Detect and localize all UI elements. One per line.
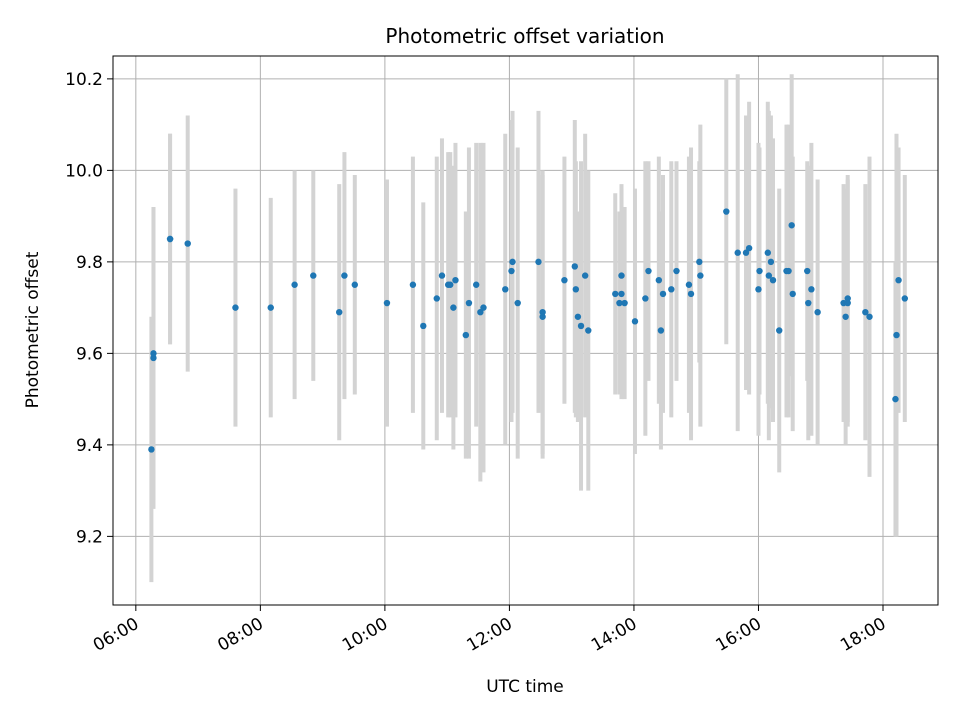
y-tick-label: 10.0: [65, 161, 103, 181]
data-point: [462, 331, 470, 339]
data-point: [502, 286, 509, 293]
data-point: [477, 309, 484, 316]
data-point: [805, 299, 812, 307]
data-point: [745, 244, 753, 252]
data-point: [814, 309, 821, 316]
data-point: [893, 331, 900, 339]
data-point: [901, 295, 908, 302]
data-point: [539, 313, 546, 320]
data-point: [514, 299, 521, 307]
y-tick-label: 10.2: [65, 70, 103, 90]
data-point: [769, 276, 777, 284]
data-point: [581, 272, 589, 279]
data-point: [409, 281, 417, 288]
data-point: [776, 327, 783, 334]
data-point: [539, 309, 546, 316]
data-point: [621, 299, 628, 307]
data-point: [508, 267, 515, 275]
y-axis-label: Photometric offset: [23, 251, 43, 408]
y-tick-label: 9.6: [76, 344, 103, 364]
data-point: [844, 299, 851, 307]
data-point: [310, 272, 317, 279]
data-point: [150, 350, 157, 357]
data-point: [755, 286, 762, 293]
data-point: [450, 304, 457, 311]
data-point: [685, 281, 693, 288]
data-point: [452, 276, 459, 284]
y-axis-ticks: 9.2 9.4 9.6 9.8 10.0 10.2: [65, 70, 113, 547]
data-point: [433, 295, 440, 302]
data-point: [808, 286, 815, 293]
data-point: [184, 240, 191, 247]
plot-frame: [112, 55, 939, 606]
data-point: [148, 446, 155, 453]
data-point: [572, 286, 580, 293]
data-point: [574, 313, 582, 320]
data-point: [645, 267, 652, 275]
data-point: [612, 290, 619, 298]
data-point: [764, 249, 772, 256]
data-point: [767, 258, 775, 266]
data-point: [785, 267, 792, 275]
data-point: [723, 208, 730, 215]
data-point: [659, 290, 667, 298]
data-point: [696, 258, 703, 266]
data-point: [232, 304, 239, 311]
data-point: [789, 290, 796, 298]
data-point: [866, 313, 873, 320]
data-point: [150, 354, 157, 362]
data-point: [616, 299, 623, 307]
data-point: [756, 267, 763, 275]
data-point: [618, 290, 625, 298]
data-point: [447, 281, 454, 288]
data-point: [895, 276, 902, 284]
data-point: [892, 395, 899, 403]
data-point: [267, 304, 274, 311]
data-point: [655, 276, 663, 284]
data-point: [697, 272, 704, 279]
data-point: [509, 258, 516, 266]
y-tick-label: 9.4: [76, 436, 103, 456]
data-point: [673, 267, 680, 275]
x-axis-label: UTC time: [486, 677, 564, 697]
data-point: [642, 295, 649, 302]
y-tick-label: 9.2: [76, 527, 103, 547]
data-point: [166, 235, 174, 243]
data-point: [480, 304, 487, 311]
data-point: [618, 272, 625, 279]
grid: [113, 56, 938, 605]
data-point: [585, 327, 592, 334]
data-points: [148, 208, 908, 453]
data-point: [341, 272, 348, 279]
data-point: [577, 322, 585, 330]
data-point: [420, 322, 427, 330]
data-point: [788, 222, 795, 229]
data-point: [571, 263, 578, 270]
data-point: [561, 276, 568, 284]
data-point: [657, 327, 665, 334]
data-point: [734, 249, 741, 256]
data-point: [668, 286, 675, 293]
data-point: [842, 313, 849, 320]
data-point: [862, 309, 869, 316]
data-point: [465, 299, 473, 307]
data-point: [742, 249, 750, 256]
data-point: [438, 272, 446, 279]
data-point: [804, 267, 811, 275]
data-point: [291, 281, 298, 288]
data-point: [535, 258, 542, 266]
data-point: [631, 318, 639, 325]
data-point: [383, 299, 391, 307]
data-point: [336, 309, 343, 316]
data-point: [473, 281, 480, 288]
data-point: [844, 295, 851, 302]
data-point: [687, 290, 695, 298]
y-tick-label: 9.8: [76, 253, 103, 273]
chart-title: Photometric offset variation: [385, 24, 664, 48]
data-point: [765, 272, 773, 279]
data-point: [351, 281, 358, 288]
